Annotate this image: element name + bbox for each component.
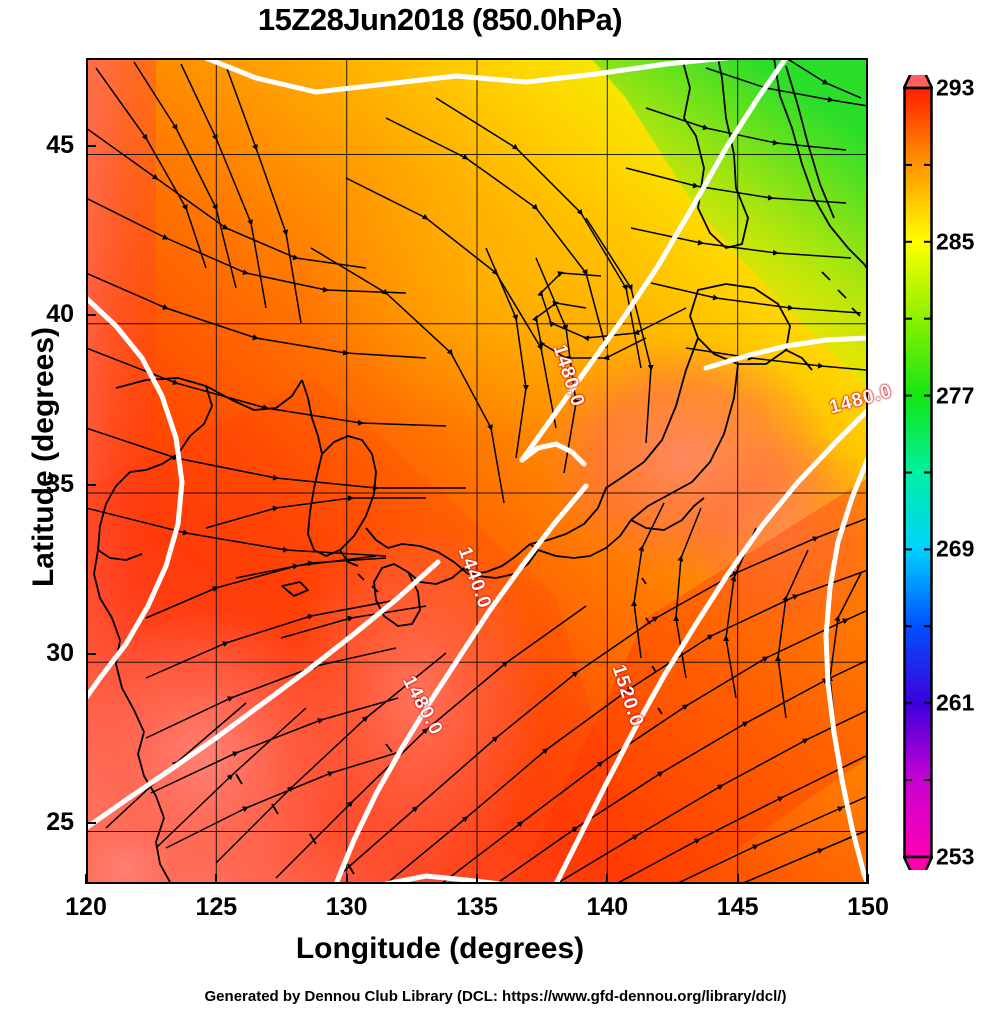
- x-tick-mark: [85, 874, 87, 884]
- wind-streamlines: [86, 58, 868, 884]
- x-tick-label: 145: [716, 893, 759, 921]
- map-gridlines: [86, 58, 868, 884]
- colorbar-svg: [902, 55, 934, 890]
- colorbar[interactable]: [902, 55, 934, 890]
- footer-credit: Generated by Dennou Club Library (DCL: h…: [204, 988, 787, 1005]
- colorbar-under-arrow: [902, 855, 934, 890]
- x-tick-label: 150: [847, 893, 889, 921]
- map-plot-area[interactable]: [86, 58, 868, 884]
- colorbar-tick-label: 269: [936, 535, 975, 562]
- y-tick-label: 30: [46, 638, 74, 667]
- x-tick-label: 120: [65, 893, 107, 921]
- x-tick-mark: [867, 874, 869, 884]
- x-tick-mark: [736, 874, 739, 884]
- page-title: 15Z28Jun2018 (850.0hPa): [257, 2, 623, 37]
- colorbar-tick-label: 285: [936, 228, 975, 255]
- x-axis-title: Longitude (degrees): [295, 932, 585, 965]
- y-tick-label: 40: [46, 300, 74, 329]
- y-tick-mark: [86, 145, 96, 148]
- x-tick-label: 125: [195, 893, 238, 921]
- x-tick-label: 130: [325, 893, 368, 921]
- y-tick-mark: [86, 822, 96, 825]
- x-tick-label: 135: [456, 893, 498, 921]
- y-tick-label: 45: [46, 131, 74, 160]
- colorbar-tick-label: 293: [936, 74, 975, 101]
- colorbar-tick-label: 253: [936, 843, 975, 870]
- colorbar-over-arrow: [902, 55, 934, 90]
- colorbar-tick-label: 261: [936, 689, 975, 716]
- y-axis-title: Latitude (degrees): [27, 326, 60, 588]
- map-canvas: [86, 58, 868, 884]
- y-tick-mark: [86, 652, 96, 655]
- y-tick-label: 25: [46, 808, 74, 837]
- x-tick-mark: [215, 874, 218, 884]
- x-tick-mark: [606, 874, 609, 884]
- colorbar-tick-label: 277: [936, 382, 975, 409]
- x-tick-label: 140: [586, 893, 629, 921]
- x-tick-mark: [476, 874, 478, 884]
- x-tick-mark: [345, 874, 348, 884]
- y-tick-mark: [86, 483, 96, 486]
- y-tick-label: 35: [46, 469, 74, 498]
- map-svg: [86, 58, 868, 884]
- coastlines: [93, 58, 868, 883]
- y-tick-mark: [86, 314, 96, 317]
